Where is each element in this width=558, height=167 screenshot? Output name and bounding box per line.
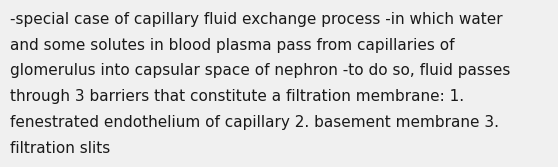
Text: fenestrated endothelium of capillary 2. basement membrane 3.: fenestrated endothelium of capillary 2. … [10, 115, 499, 130]
Text: through 3 barriers that constitute a filtration membrane: 1.: through 3 barriers that constitute a fil… [10, 89, 464, 104]
Text: filtration slits: filtration slits [10, 141, 110, 156]
Text: -special case of capillary fluid exchange process -in which water: -special case of capillary fluid exchang… [10, 12, 503, 27]
Text: glomerulus into capsular space of nephron -to do so, fluid passes: glomerulus into capsular space of nephro… [10, 63, 511, 78]
Text: and some solutes in blood plasma pass from capillaries of: and some solutes in blood plasma pass fr… [10, 38, 455, 53]
